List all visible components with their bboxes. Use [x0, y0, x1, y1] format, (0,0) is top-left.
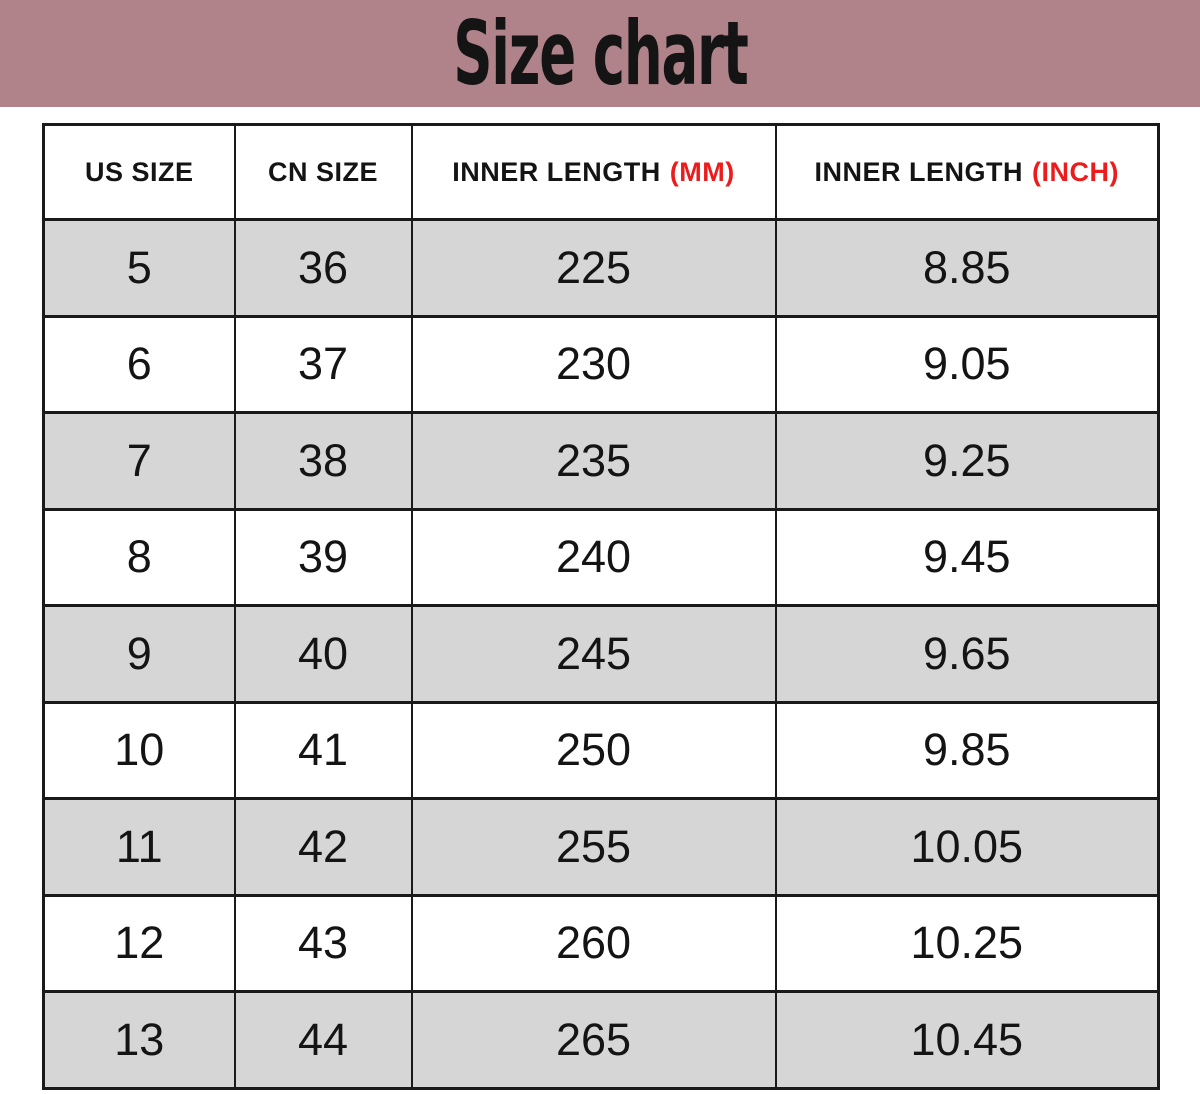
inner-length-inch-cell: 10.45	[774, 990, 1160, 1090]
inner-length-inch-cell: 9.65	[774, 604, 1160, 704]
inner-length-inch-cell: 10.25	[774, 893, 1160, 993]
column-header-label: CN SIZE	[267, 156, 378, 187]
inner-length-mm-cell: 225	[410, 218, 777, 318]
inner-length-inch-cell: 9.85	[774, 700, 1160, 800]
us-size-cell: 12	[42, 893, 236, 993]
column-header-accent: (MM)	[669, 156, 735, 187]
table-row: 7 38 235 9.25	[42, 411, 1160, 511]
us-size-cell: 6	[42, 314, 236, 414]
inner-length-inch-cell: 9.45	[774, 507, 1160, 607]
cn-size-cell: 36	[233, 218, 413, 318]
cn-size-cell: 38	[233, 411, 413, 511]
column-header-inner-length-inch: INNER LENGTH (INCH)	[774, 123, 1160, 221]
table-row: 8 39 240 9.45	[42, 507, 1160, 607]
inner-length-inch-cell: 9.25	[774, 411, 1160, 511]
inner-length-mm-cell: 260	[410, 893, 777, 993]
inner-length-inch-cell: 8.85	[774, 218, 1160, 318]
column-header-cn-size: CN SIZE	[233, 123, 413, 221]
column-header-accent: (INCH)	[1032, 156, 1119, 187]
column-header-inner-length-mm: INNER LENGTH (MM)	[410, 123, 777, 221]
column-header-label: INNER LENGTH	[814, 156, 1023, 187]
us-size-cell: 7	[42, 411, 236, 511]
cn-size-cell: 44	[233, 990, 413, 1090]
column-header-us-size: US SIZE	[42, 123, 236, 221]
cn-size-cell: 41	[233, 700, 413, 800]
table-row: 12 43 260 10.25	[42, 893, 1160, 993]
table-row: 9 40 245 9.65	[42, 604, 1160, 704]
us-size-cell: 5	[42, 218, 236, 318]
us-size-cell: 10	[42, 700, 236, 800]
inner-length-inch-cell: 10.05	[774, 797, 1160, 897]
table-row: 13 44 265 10.45	[42, 990, 1160, 1090]
table-head: US SIZE CN SIZE INNER LENGTH (MM) INNER L…	[42, 123, 1160, 221]
column-header-label: US SIZE	[84, 156, 194, 187]
us-size-cell: 13	[42, 990, 236, 1090]
table-body: 5 36 225 8.85 6 37 230 9.05 7 38 235 9.2…	[42, 218, 1160, 1090]
table-row: 6 37 230 9.05	[42, 314, 1160, 414]
inner-length-inch-cell: 9.05	[774, 314, 1160, 414]
table-header-row: US SIZE CN SIZE INNER LENGTH (MM) INNER L…	[42, 123, 1160, 221]
inner-length-mm-cell: 250	[410, 700, 777, 800]
inner-length-mm-cell: 235	[410, 411, 777, 511]
page-title: Size chart	[452, 2, 749, 105]
table-row: 11 42 255 10.05	[42, 797, 1160, 897]
inner-length-mm-cell: 255	[410, 797, 777, 897]
cn-size-cell: 42	[233, 797, 413, 897]
inner-length-mm-cell: 245	[410, 604, 777, 704]
us-size-cell: 11	[42, 797, 236, 897]
cn-size-cell: 39	[233, 507, 413, 607]
cn-size-cell: 37	[233, 314, 413, 414]
us-size-cell: 9	[42, 604, 236, 704]
size-chart-table: US SIZE CN SIZE INNER LENGTH (MM) INNER L…	[42, 123, 1160, 1090]
table-row: 10 41 250 9.85	[42, 700, 1160, 800]
column-header-label: INNER LENGTH	[452, 156, 661, 187]
inner-length-mm-cell: 230	[410, 314, 777, 414]
inner-length-mm-cell: 265	[410, 990, 777, 1090]
cn-size-cell: 40	[233, 604, 413, 704]
title-banner: Size chart	[0, 0, 1200, 107]
cn-size-cell: 43	[233, 893, 413, 993]
us-size-cell: 8	[42, 507, 236, 607]
inner-length-mm-cell: 240	[410, 507, 777, 607]
table-row: 5 36 225 8.85	[42, 218, 1160, 318]
